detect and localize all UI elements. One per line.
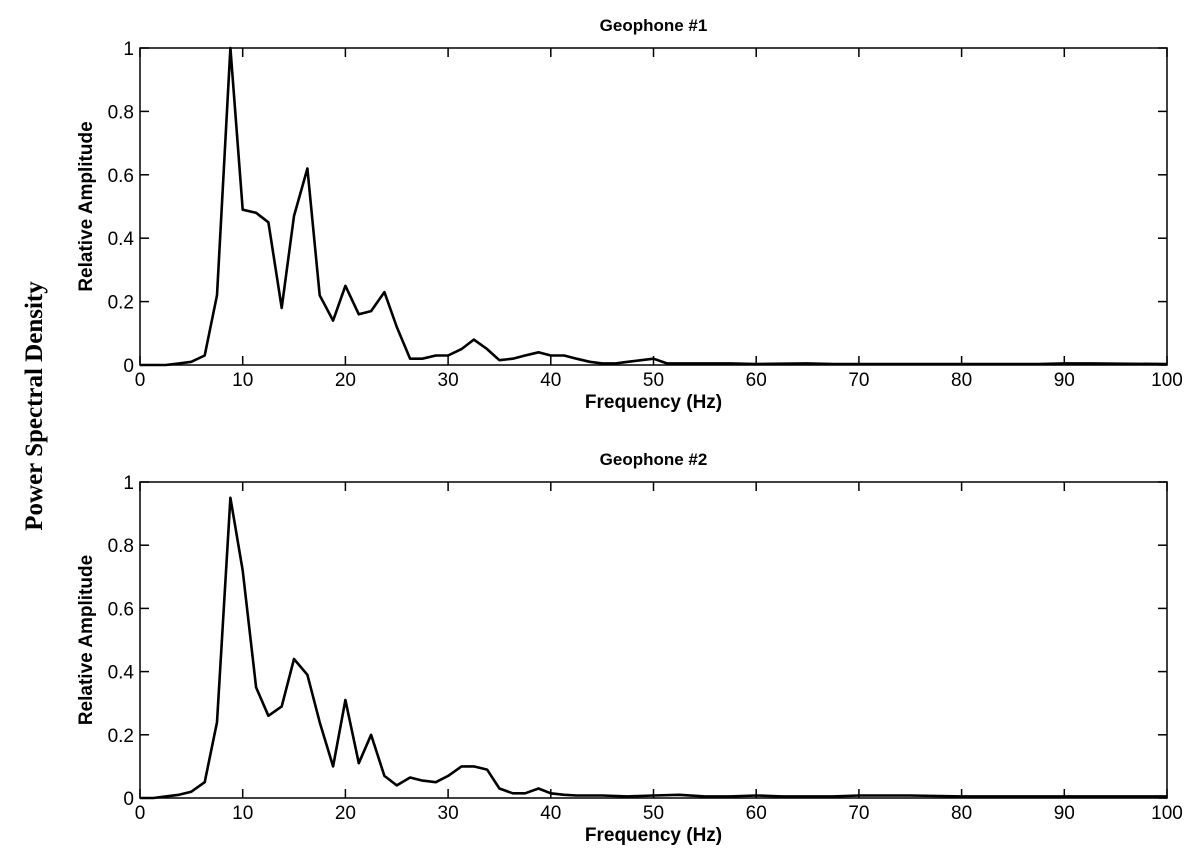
- x-tick-label: 40: [540, 803, 561, 824]
- x-axis-label: Frequency (Hz): [585, 825, 722, 846]
- y-tick-label: 1: [123, 473, 134, 494]
- y-tick-label: 0: [123, 789, 134, 810]
- plot-frame: [139, 47, 1168, 366]
- x-tick-label: 100: [1151, 370, 1183, 391]
- x-tick-label: 10: [232, 370, 253, 391]
- outer-ylabel: Power Spectral Density: [21, 281, 48, 531]
- y-tick-label: 0.8: [108, 536, 134, 557]
- y-tick-label: 0.8: [108, 102, 134, 123]
- x-tick-label: 30: [438, 370, 459, 391]
- y-tick-label: 0: [123, 356, 134, 377]
- x-tick-label: 0: [135, 803, 146, 824]
- x-tick-label: 70: [848, 370, 869, 391]
- x-axis-label: Frequency (Hz): [585, 392, 722, 413]
- x-tick-label: 60: [746, 803, 767, 824]
- chart-title: Geophone #2: [600, 450, 708, 469]
- chart-panel-geophone-2: Geophone #2 0 10 20 30 40 50 60 70 80 90 100 0 0.2 0.4…: [76, 450, 1183, 846]
- x-tick-label: 100: [1151, 803, 1183, 824]
- x-tick-label: 20: [335, 370, 356, 391]
- x-tick-label: 80: [951, 370, 972, 391]
- y-tick-label: 0.2: [108, 726, 134, 747]
- y-tick-label: 0.6: [108, 166, 134, 187]
- series-line: [140, 496, 1167, 800]
- y-tick-label: 0.4: [108, 229, 135, 250]
- x-tick-label: 90: [1054, 370, 1075, 391]
- y-tick-label: 0.6: [108, 599, 134, 620]
- x-tick-label: 30: [438, 803, 459, 824]
- y-axis-label: Relative Amplitude: [76, 121, 97, 291]
- x-tick-label: 40: [540, 370, 561, 391]
- chart-title: Geophone #1: [600, 16, 708, 35]
- series-line: [140, 46, 1168, 367]
- chart-panel-geophone-1: Geophone #1 0 10 20 30 40 50 60 70 80 90 100 0 0.2 0.4…: [76, 16, 1183, 413]
- plot-frame: [139, 481, 1168, 799]
- x-tick-label: 50: [643, 803, 664, 824]
- y-tick-label: 0.2: [108, 293, 134, 314]
- x-tick-label: 90: [1054, 803, 1075, 824]
- x-tick-label: 50: [643, 370, 664, 391]
- x-tick-label: 80: [951, 803, 972, 824]
- y-tick-label: 1: [123, 39, 134, 60]
- x-tick-label: 0: [135, 370, 146, 391]
- x-tick-label: 70: [848, 803, 869, 824]
- x-tick-label: 60: [746, 370, 767, 391]
- x-tick-label: 10: [232, 803, 253, 824]
- x-tick-label: 20: [335, 803, 356, 824]
- y-tick-label: 0.4: [108, 663, 135, 684]
- y-axis-label: Relative Amplitude: [76, 555, 97, 725]
